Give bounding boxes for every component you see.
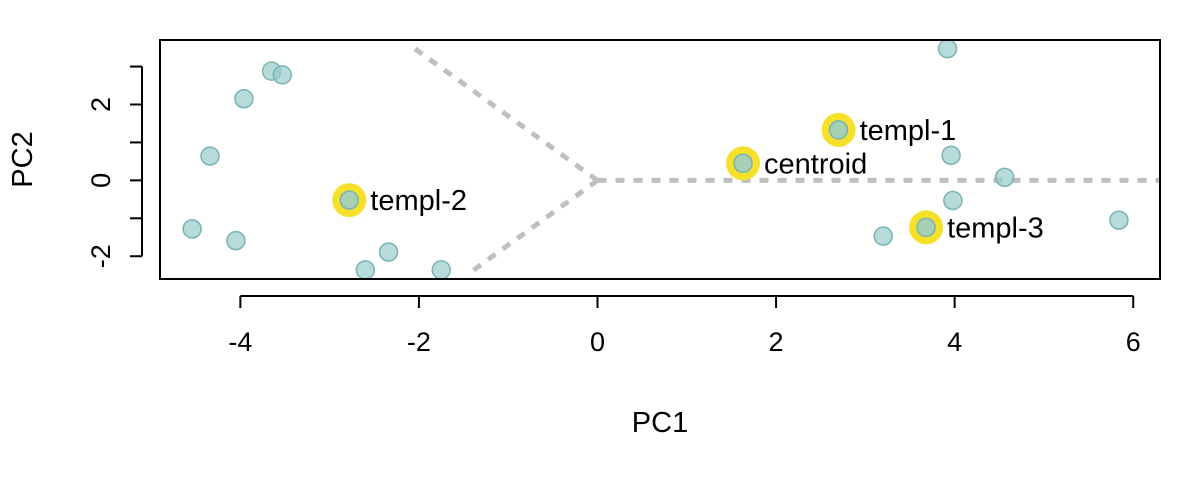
y-axis-label: PC2 [7,131,39,187]
highlight-point [916,217,936,238]
data-point [182,219,202,239]
data-point [355,260,376,280]
x-tick-label: -2 [407,327,431,357]
x-axis-label: PC1 [632,407,688,439]
highlight-point [733,153,753,174]
data-point [943,190,963,211]
highlight-templ-3: templ-3 [909,210,1044,245]
boundary-line-1 [407,42,599,183]
y-tick-label: -2 [86,244,116,268]
highlight-centroid: centroid [726,146,867,181]
data-point [941,145,961,166]
x-tick-label: 0 [590,327,605,357]
x-tick-label: 2 [769,327,784,357]
highlight-templ-2: templ-2 [332,183,467,218]
y-tick-label: 2 [86,97,116,112]
data-point [226,230,246,251]
data-point [234,89,254,109]
data-points [182,38,1129,280]
y-tick-label: 0 [86,173,116,188]
x-tick-label: 6 [1126,327,1141,357]
data-point [378,242,399,262]
data-point [994,167,1015,188]
data-point [1109,210,1129,230]
point-label: templ-2 [370,185,467,217]
highlight-point [828,120,849,140]
y-axis: -2 0 2 [86,65,143,268]
data-point [873,226,893,246]
data-point [431,260,451,280]
boundary-line-2 [469,178,599,275]
point-label: templ-3 [947,212,1044,244]
plot-frame [159,39,1161,280]
x-axis: -4 -2 0 2 4 6 [228,295,1141,357]
point-label: templ-1 [860,115,957,147]
boundary-lines [407,42,1160,275]
data-point [937,38,958,59]
highlight-templ-1: templ-1 [821,112,957,147]
point-label: centroid [764,148,867,180]
data-point [200,146,220,166]
x-tick-label: -4 [228,327,252,357]
x-tick-label: 4 [947,327,962,357]
highlight-point [339,190,360,210]
data-point [272,65,293,85]
